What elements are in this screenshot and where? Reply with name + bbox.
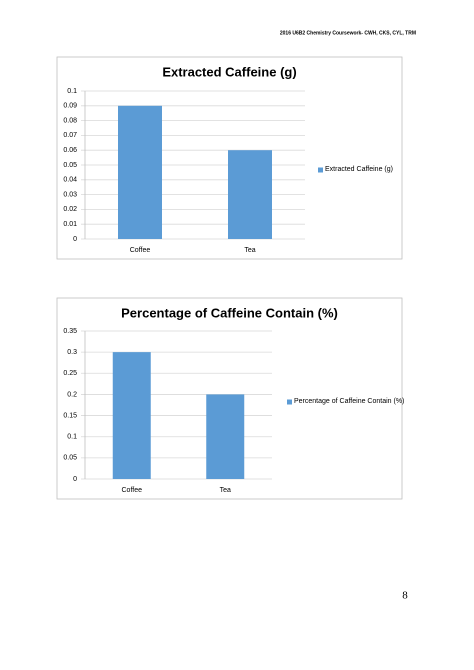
y-tick-label: 0 [73, 236, 77, 243]
y-tick-label: 0.1 [67, 88, 77, 95]
chart-title: Extracted Caffeine (g) [162, 64, 296, 79]
y-tick-label: 0.04 [63, 177, 77, 184]
y-tick-label: 0.05 [63, 162, 77, 169]
y-tick-label: 0 [73, 476, 77, 483]
y-tick-label: 0.3 [67, 349, 77, 356]
y-tick-label: 0.35 [63, 328, 77, 335]
y-tick-label: 0.09 [63, 103, 77, 110]
y-tick-label: 0.07 [63, 132, 77, 139]
x-tick-label: Coffee [130, 247, 151, 254]
y-tick-label: 0.05 [63, 455, 77, 462]
y-tick-label: 0.08 [63, 117, 77, 124]
bar [228, 150, 272, 239]
bar [206, 394, 245, 479]
legend-label: Percentage of Caffeine Contain (%) [294, 398, 405, 405]
x-tick-label: Tea [220, 487, 231, 494]
x-tick-label: Coffee [122, 487, 143, 494]
page-number: 8 [402, 590, 408, 602]
y-tick-label: 0.2 [67, 391, 77, 398]
legend-swatch [287, 399, 292, 405]
y-tick-label: 0.01 [63, 221, 77, 228]
y-tick-label: 0.02 [63, 206, 77, 213]
y-tick-label: 0.1 [67, 434, 77, 441]
legend-label: Extracted Caffeine (g) [325, 166, 393, 173]
x-tick-label: Tea [244, 247, 255, 254]
bar [118, 105, 162, 239]
legend-swatch [318, 167, 323, 173]
y-tick-label: 0.15 [63, 412, 77, 419]
header: 2016 U6B2 Chemistry Coursework- CWH, CKS… [280, 30, 416, 36]
bar [112, 352, 151, 479]
chart-title: Percentage of Caffeine Contain (%) [121, 305, 338, 320]
y-tick-label: 0.25 [63, 370, 77, 377]
y-tick-label: 0.06 [63, 147, 77, 154]
y-tick-label: 0.03 [63, 191, 77, 198]
